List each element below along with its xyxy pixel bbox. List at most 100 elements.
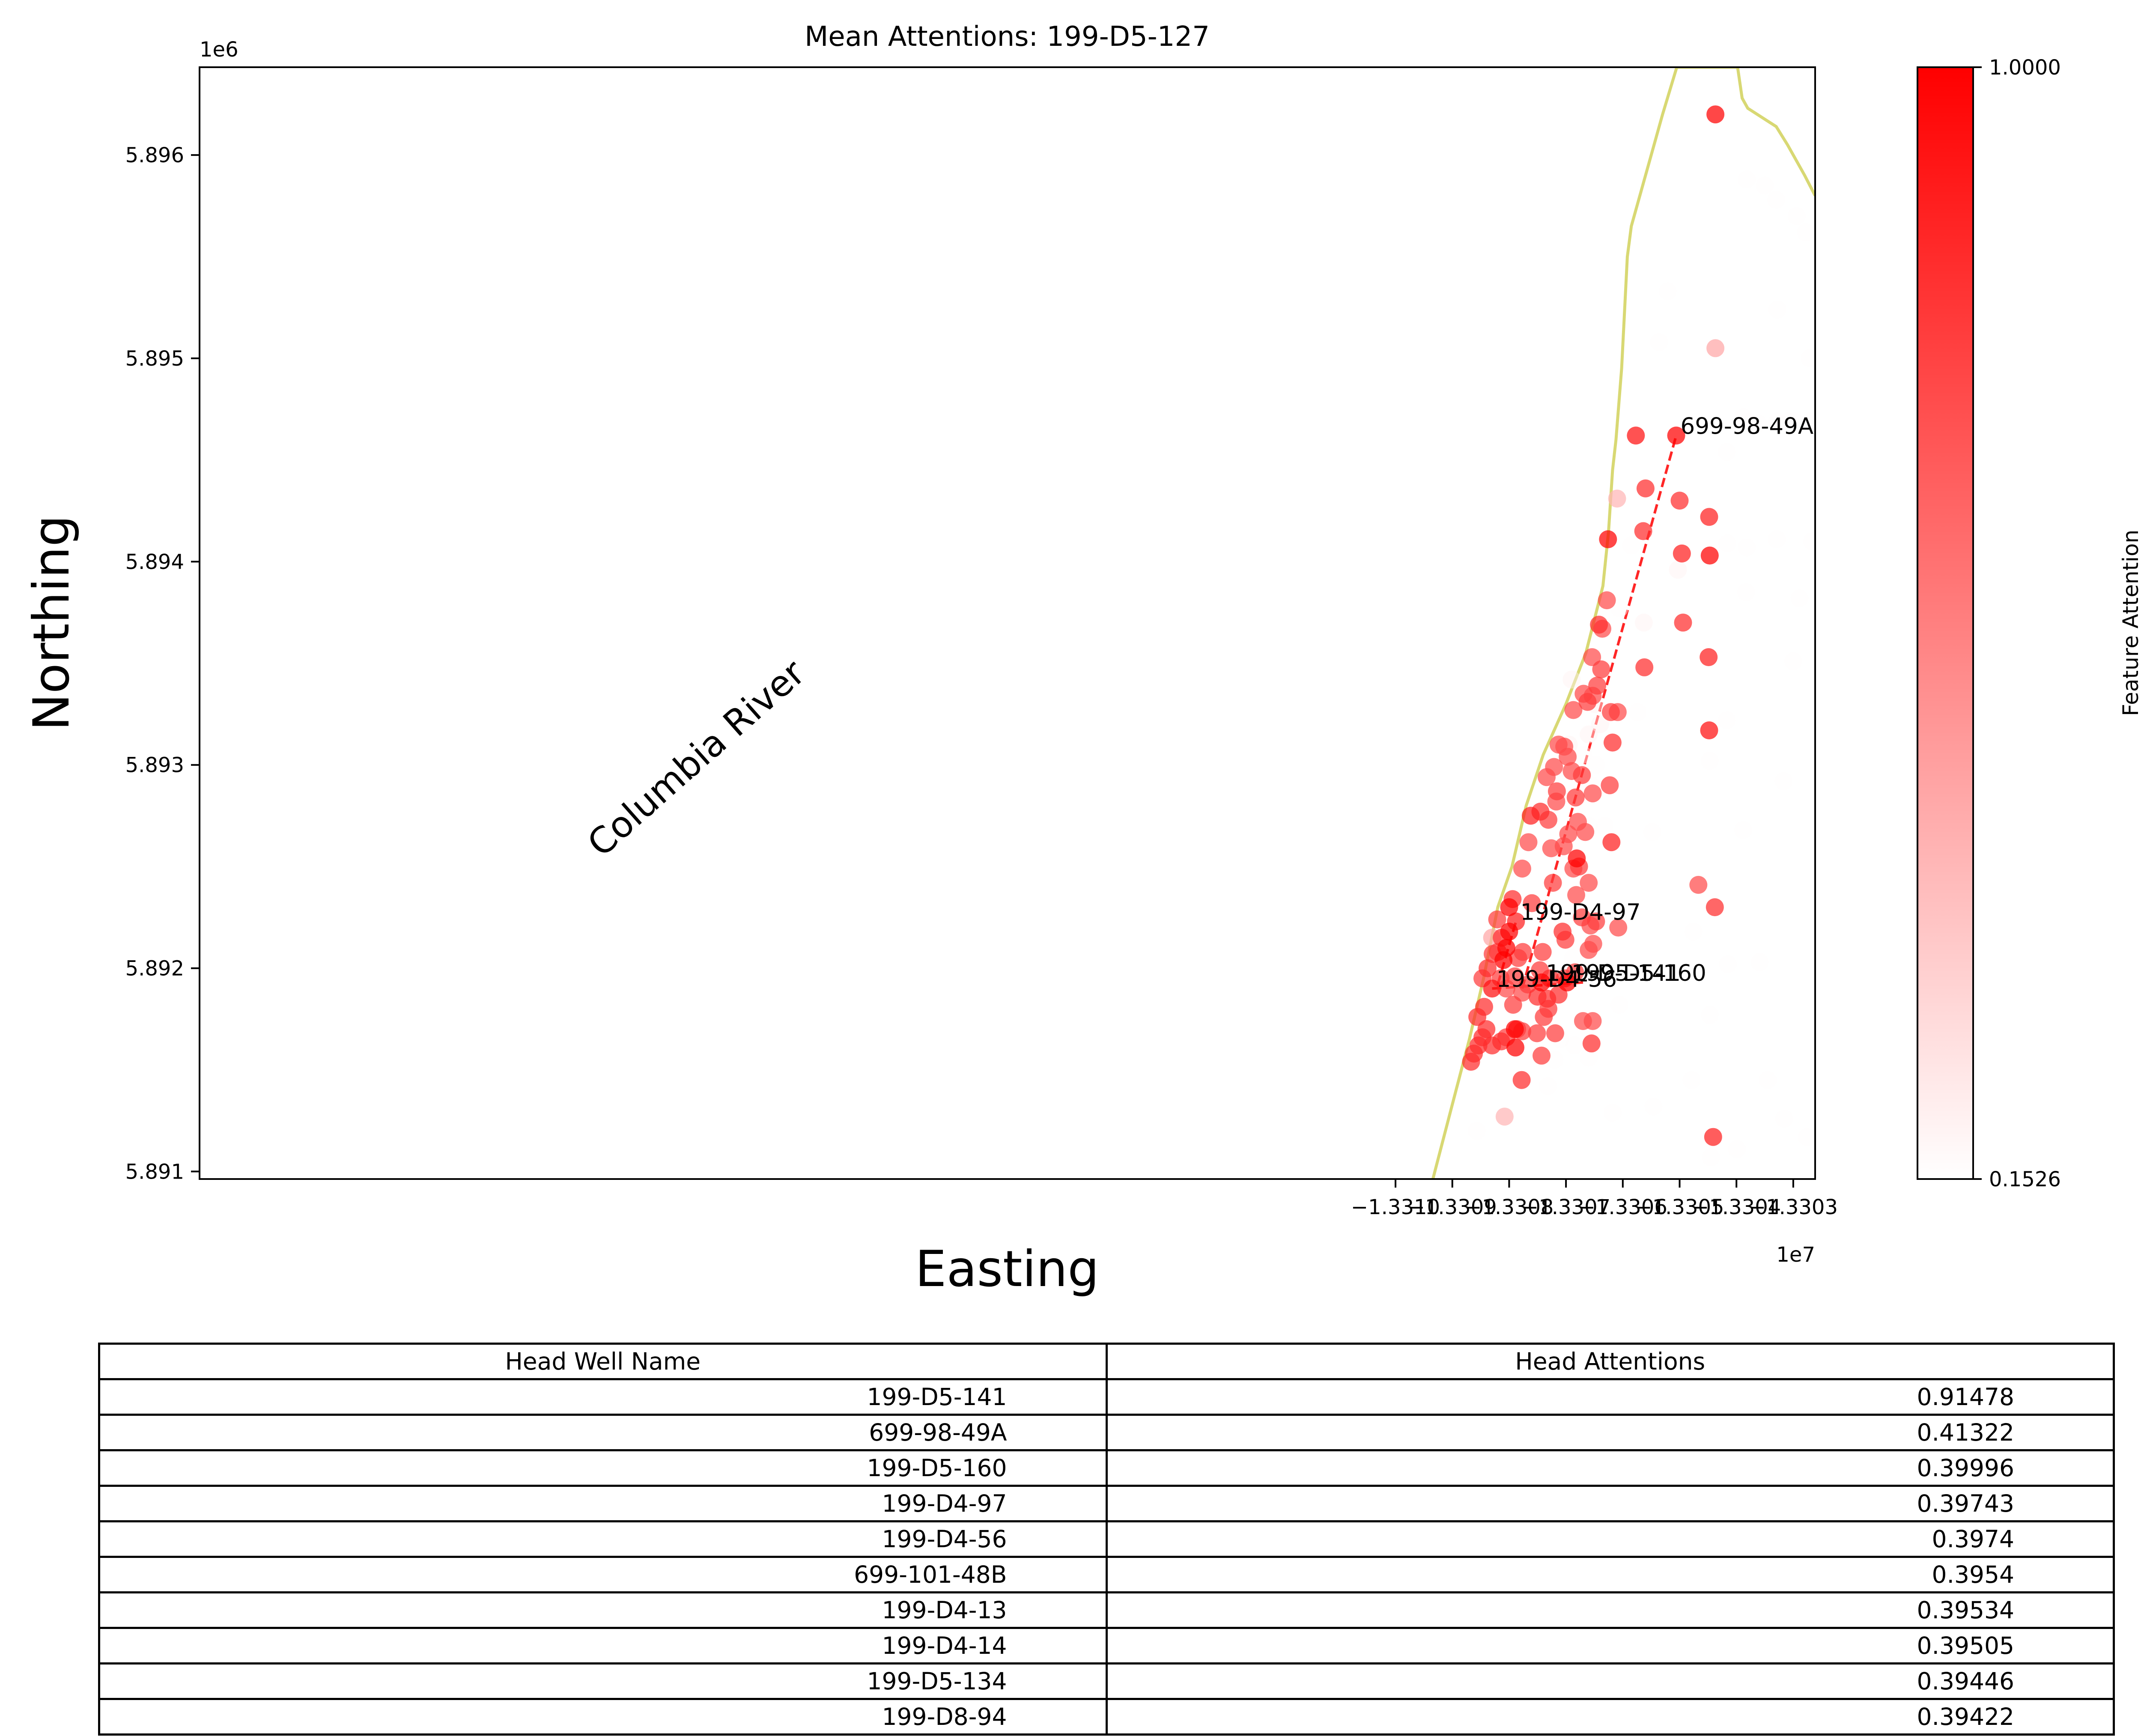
table-row: 199-D4-56 0.3974: [98, 1520, 2115, 1558]
colorbar-min-label: 0.1526: [1989, 1167, 2061, 1191]
scatter-point: [1587, 756, 1605, 774]
scatter-point: [1627, 426, 1645, 445]
scatter-point: [1702, 1148, 1720, 1167]
scatter-point: [1738, 170, 1756, 189]
scatter-point: [1590, 616, 1608, 634]
scatter-point: [1506, 1038, 1524, 1057]
attention-table: Head Well Name Head Attentions 199-D5-14…: [98, 1343, 2115, 1736]
river-line: [1431, 67, 1815, 1179]
attention-cell: 0.39505: [1105, 1627, 2115, 1665]
scatter-point: [1591, 715, 1609, 733]
y-tick-label: 5.896: [125, 143, 184, 167]
scatter-point: [1756, 176, 1774, 195]
scatter-point: [1576, 823, 1595, 841]
scatter-point: [1588, 676, 1607, 695]
scatter-point: [1599, 530, 1617, 548]
scatter-point: [1738, 412, 1757, 431]
scatter-point: [1513, 859, 1531, 878]
x-tick-label: −1.3303: [1749, 1195, 1838, 1219]
table-row: 199-D5-141 0.91478: [98, 1378, 2115, 1416]
scatter-point: [1583, 784, 1602, 803]
scatter-point: [1650, 333, 1668, 351]
figure-canvas: Mean Attentions: 199-D5-127 699-98-49A 19…: [23, 21, 2141, 1298]
scatter-point: [1734, 821, 1753, 839]
point-label: 699-98-49A: [1681, 413, 1814, 439]
attention-cell: 0.3974: [1105, 1520, 2115, 1558]
well-name-cell: 199-D4-14: [98, 1627, 1108, 1665]
scatter-point: [1509, 949, 1527, 967]
scatter-point: [1682, 1071, 1701, 1089]
scatter-point: [1801, 412, 1815, 431]
scatter-point: [1737, 583, 1755, 601]
table-row: 199-D4-14 0.39505: [98, 1627, 2115, 1665]
y-tick-label: 5.895: [125, 347, 184, 371]
scatter-point: [1559, 747, 1577, 766]
scatter-point: [1750, 953, 1769, 971]
y-tick-label: 5.894: [125, 550, 184, 574]
plot-area: [1431, 67, 1815, 1179]
x-tick-label: −1.3306: [1578, 1195, 1667, 1219]
scatter-point: [1734, 408, 1753, 426]
scatter-point: [1533, 943, 1552, 961]
scatter-point: [1580, 941, 1598, 959]
scatter-point: [1718, 443, 1736, 461]
scatter-point: [1718, 711, 1736, 730]
scatter-point: [1567, 886, 1585, 904]
scatter-point: [1563, 670, 1581, 689]
scatter-point: [1706, 898, 1724, 917]
scatter-point: [1759, 1071, 1777, 1089]
attention-cell: 0.91478: [1105, 1378, 2115, 1416]
y-tick-label: 5.891: [125, 1160, 184, 1184]
scatter-point: [1622, 536, 1640, 554]
scatter-point: [1601, 703, 1620, 721]
header-well-name: Head Well Name: [98, 1343, 1108, 1380]
scatter-point: [1738, 538, 1756, 557]
scatter-point: [1528, 988, 1547, 1006]
scatter-point: [1533, 1046, 1551, 1065]
table-row: 699-98-49A 0.41322: [98, 1414, 2115, 1451]
scatter-point: [1533, 973, 1551, 992]
scatter-point: [1608, 489, 1626, 508]
well-name-cell: 199-D8-94: [98, 1698, 1108, 1736]
scatter-point: [1644, 1097, 1663, 1116]
scatter-point: [1767, 191, 1786, 209]
table-body: Head Well Name Head Attentions 199-D5-14…: [98, 1343, 2115, 1736]
point-label: 199-D4-56: [1497, 966, 1617, 992]
scatter-point: [1704, 1128, 1722, 1146]
scatter-point: [1598, 591, 1616, 610]
scatter-point: [1779, 412, 1797, 431]
scatter-point: [1700, 546, 1719, 565]
scatter-point: [1706, 339, 1725, 357]
scatter-point: [1706, 105, 1725, 124]
scatter-point: [1548, 782, 1566, 801]
plot-frame: [199, 66, 1816, 1180]
table-row: 199-D5-134 0.39446: [98, 1662, 2115, 1700]
table-row: 699-101-48B 0.3954: [98, 1556, 2115, 1593]
x-tick-label: −1.3307: [1521, 1195, 1610, 1219]
scatter-point: [1602, 833, 1621, 852]
y-offset-label: 1e6: [200, 38, 239, 62]
header-attentions: Head Attentions: [1105, 1343, 2115, 1380]
well-name-cell: 699-101-48B: [98, 1556, 1108, 1593]
well-name-cell: 199-D5-160: [98, 1449, 1108, 1487]
scatter-point: [1601, 776, 1619, 795]
scatter-point: [1667, 426, 1685, 445]
point-label: 199-D5-160: [1571, 960, 1706, 986]
scatter-point: [1564, 949, 1582, 967]
colorbar-title: Feature Attention: [2118, 530, 2141, 716]
scatter-point: [1595, 817, 1614, 835]
scatter-point: [1669, 560, 1687, 579]
scatter-point: [1775, 1110, 1793, 1128]
scatter-point: [1528, 1024, 1546, 1042]
scatter-point: [1539, 1077, 1557, 1095]
scatter-point: [1483, 1036, 1501, 1054]
table-row: 199-D4-97 0.39743: [98, 1485, 2115, 1522]
scatter-point: [1610, 996, 1628, 1014]
scatter-point: [1728, 1140, 1746, 1158]
scatter-point: [1500, 923, 1518, 941]
scatter-point: [1467, 1122, 1486, 1140]
colorbar-max-label: 1.0000: [1989, 56, 2061, 80]
attention-cell: 0.41322: [1105, 1414, 2115, 1451]
scatter-point: [1749, 414, 1767, 432]
scatter-point: [1554, 923, 1572, 941]
